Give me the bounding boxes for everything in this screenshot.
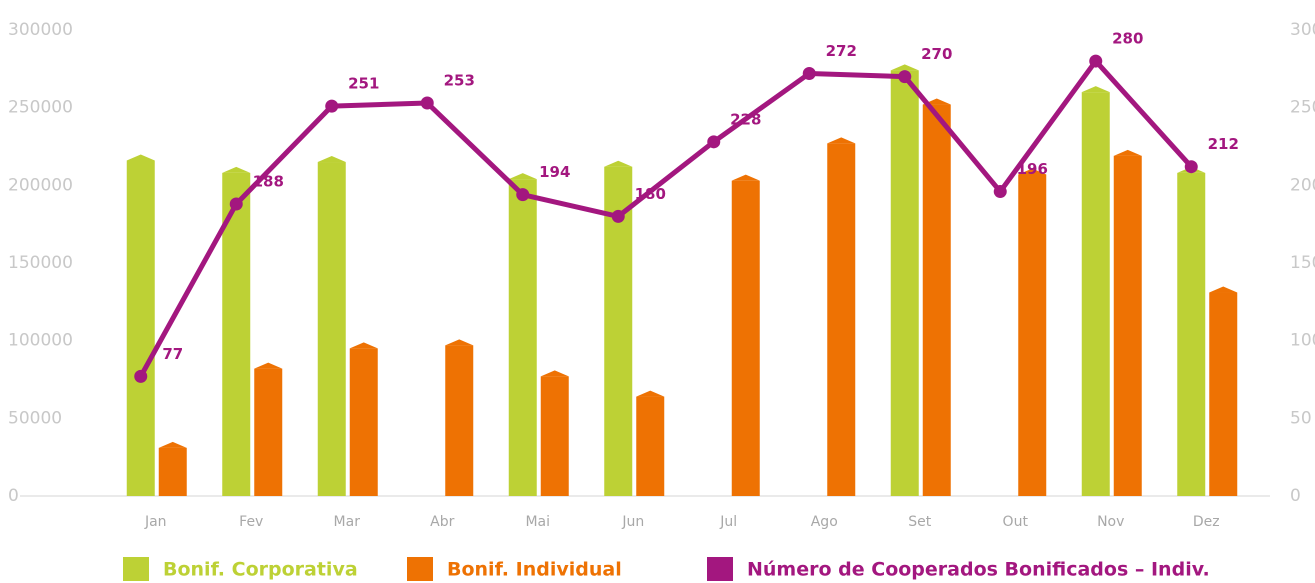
y2-tick-label: 50	[1290, 408, 1312, 428]
bar-cap	[508, 173, 537, 180]
y2-tick-label: 100	[1290, 331, 1315, 351]
line-point	[802, 66, 816, 80]
bar-cap	[540, 370, 569, 377]
value-label: 228	[730, 110, 761, 128]
bar-cap	[1113, 149, 1142, 156]
x-tick-label: Nov	[1097, 514, 1124, 530]
y-tick-label: 150000	[8, 253, 73, 273]
line-point	[898, 70, 912, 84]
bar	[445, 345, 474, 496]
y-tick-label: 0	[8, 486, 19, 506]
legend-label: Número de Cooperados Bonificados – Indiv…	[747, 559, 1210, 581]
bar	[1113, 155, 1142, 496]
bar-cap	[636, 390, 665, 397]
bar	[540, 376, 569, 496]
bar	[1018, 174, 1047, 496]
y-tick-label: 200000	[8, 175, 73, 195]
x-tick-label: Out	[1003, 514, 1029, 530]
x-tick-label: Mar	[334, 514, 361, 530]
value-label: 180	[635, 185, 666, 203]
bar-cap	[890, 64, 919, 71]
bar	[1081, 92, 1110, 496]
bar	[508, 179, 537, 496]
x-tick-label: Jul	[719, 514, 737, 530]
value-label: 77	[162, 345, 183, 363]
value-label: 251	[348, 75, 379, 93]
bar-cap	[731, 174, 760, 181]
value-label: 196	[1017, 160, 1048, 178]
bar	[126, 160, 155, 497]
bar	[636, 396, 665, 496]
x-tick-label: Jan	[144, 514, 167, 530]
x-tick-label: Set	[908, 514, 932, 530]
bar-cap	[158, 441, 187, 448]
x-tick-label: Mai	[525, 514, 550, 530]
bar-cap	[1018, 168, 1047, 175]
bar-cap	[445, 339, 474, 346]
x-tick-label: Abr	[430, 514, 454, 530]
value-label: 272	[826, 42, 857, 60]
line-point	[993, 185, 1007, 199]
bar	[158, 447, 187, 496]
bar-cap	[1209, 286, 1238, 293]
legend-swatch	[707, 557, 733, 581]
bar	[1177, 172, 1206, 496]
y2-tick-label: 150	[1290, 253, 1315, 273]
legend-swatch	[123, 557, 149, 581]
line-point	[611, 209, 625, 223]
legend-label: Bonif. Individual	[447, 559, 622, 581]
value-label: 212	[1208, 135, 1239, 153]
y2-tick-label: 200	[1290, 175, 1315, 195]
bar-cap	[1081, 86, 1110, 93]
value-label: 270	[921, 45, 952, 63]
line-point	[229, 197, 243, 211]
bar-cap	[349, 342, 378, 349]
bar	[349, 348, 378, 496]
line-point	[1089, 54, 1103, 68]
y-tick-label: 50000	[8, 408, 62, 428]
legend-label: Bonif. Corporativa	[163, 559, 358, 581]
bar	[827, 143, 856, 497]
value-label: 253	[444, 72, 475, 90]
bar-cap	[827, 137, 856, 144]
legend-swatch	[407, 557, 433, 581]
y2-tick-label: 0	[1290, 486, 1301, 506]
x-tick-label: Jun	[621, 514, 644, 530]
line-point	[420, 96, 434, 110]
bar	[254, 368, 283, 496]
line-point	[325, 99, 339, 113]
bar	[731, 180, 760, 496]
line-point	[1184, 160, 1198, 174]
x-tick-label: Dez	[1193, 514, 1220, 530]
bar	[922, 104, 951, 496]
line	[138, 58, 1194, 378]
bar-cap	[126, 154, 155, 161]
bar-cap	[604, 160, 633, 167]
value-label: 194	[539, 163, 570, 181]
bar-cap	[222, 166, 251, 173]
bar-cap	[317, 156, 346, 163]
bar	[317, 162, 346, 497]
y2-tick-label: 300	[1290, 20, 1315, 40]
bar	[1209, 292, 1238, 496]
y-tick-label: 300000	[8, 20, 73, 40]
y-tick-label: 100000	[8, 331, 73, 351]
line-point	[707, 135, 721, 149]
bar	[890, 70, 919, 497]
bar	[222, 172, 251, 496]
y-tick-label: 250000	[8, 98, 73, 118]
x-tick-label: Ago	[811, 514, 838, 530]
y2-tick-label: 250	[1290, 98, 1315, 118]
x-tick-label: Fev	[239, 514, 263, 530]
line-point	[134, 369, 148, 383]
value-label: 280	[1112, 30, 1143, 48]
value-label: 188	[253, 172, 284, 190]
line-point	[516, 188, 530, 202]
bar-cap	[254, 362, 283, 369]
